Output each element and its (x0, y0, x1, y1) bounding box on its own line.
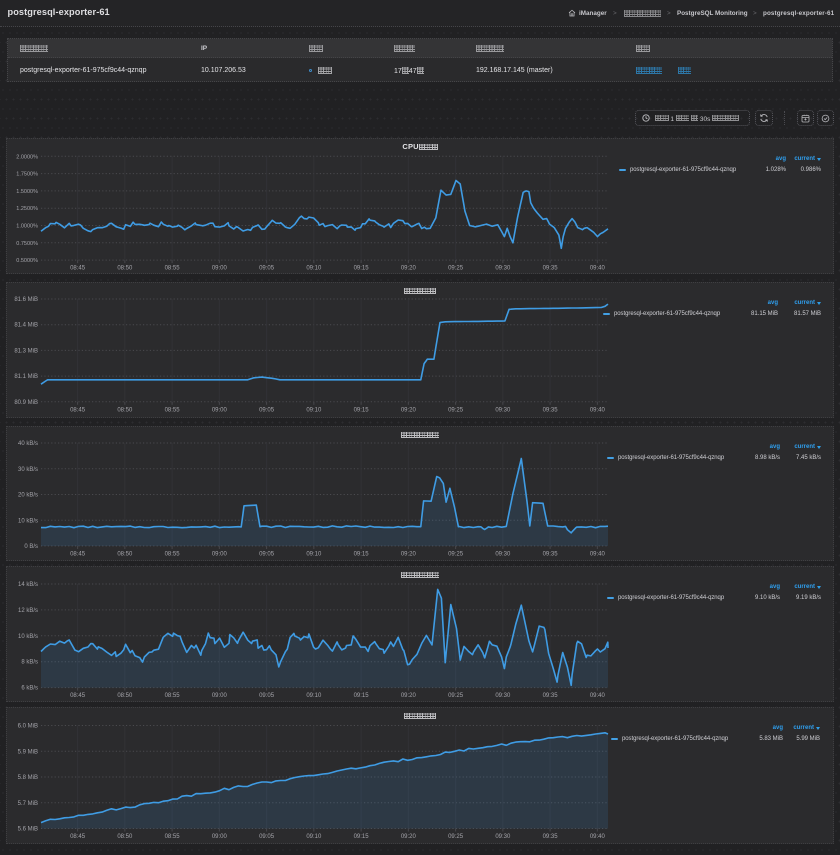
svg-text:08:45: 08:45 (70, 693, 86, 699)
svg-text:09:05: 09:05 (259, 266, 275, 272)
svg-text:09:15: 09:15 (354, 552, 370, 558)
svg-text:09:30: 09:30 (495, 407, 511, 413)
svg-text:6.0 MiB: 6.0 MiB (18, 724, 38, 730)
svg-text:09:30: 09:30 (495, 834, 511, 840)
svg-text:10 kB/s: 10 kB/s (18, 634, 38, 640)
svg-text:09:10: 09:10 (306, 834, 322, 840)
svg-text:09:05: 09:05 (259, 834, 275, 840)
svg-text:1.5000%: 1.5000% (16, 189, 38, 195)
svg-text:09:30: 09:30 (495, 552, 511, 558)
svg-text:09:20: 09:20 (401, 834, 417, 840)
svg-text:6 kB/s: 6 kB/s (21, 686, 38, 692)
svg-text:09:35: 09:35 (543, 407, 559, 413)
svg-text:08:55: 08:55 (165, 834, 181, 840)
svg-text:5.9 MiB: 5.9 MiB (18, 749, 38, 755)
svg-text:12 kB/s: 12 kB/s (18, 608, 38, 614)
svg-text:08:50: 08:50 (117, 552, 133, 558)
svg-text:0 B/s: 0 B/s (24, 544, 38, 550)
svg-text:80.9 MiB: 80.9 MiB (14, 400, 38, 406)
svg-text:09:10: 09:10 (306, 266, 322, 272)
svg-text:08:45: 08:45 (70, 266, 86, 272)
svg-text:10 kB/s: 10 kB/s (18, 518, 38, 524)
svg-text:08:55: 08:55 (165, 407, 181, 413)
svg-text:08:55: 08:55 (165, 266, 181, 272)
svg-text:09:10: 09:10 (306, 693, 322, 699)
svg-text:08:55: 08:55 (165, 693, 181, 699)
svg-text:09:35: 09:35 (543, 693, 559, 699)
svg-text:40 kB/s: 40 kB/s (18, 441, 38, 447)
svg-text:09:20: 09:20 (401, 407, 417, 413)
svg-text:09:15: 09:15 (354, 266, 370, 272)
svg-text:81.1 MiB: 81.1 MiB (14, 374, 38, 380)
svg-text:09:00: 09:00 (212, 552, 228, 558)
svg-text:08:45: 08:45 (70, 407, 86, 413)
svg-text:1.0000%: 1.0000% (16, 224, 38, 230)
svg-text:09:00: 09:00 (212, 834, 228, 840)
svg-text:5.6 MiB: 5.6 MiB (18, 827, 38, 833)
svg-text:5.7 MiB: 5.7 MiB (18, 801, 38, 807)
svg-text:09:25: 09:25 (448, 552, 464, 558)
svg-text:09:25: 09:25 (448, 834, 464, 840)
svg-text:09:30: 09:30 (495, 693, 511, 699)
svg-text:09:25: 09:25 (448, 693, 464, 699)
svg-text:08:50: 08:50 (117, 834, 133, 840)
svg-text:09:00: 09:00 (212, 407, 228, 413)
svg-text:09:15: 09:15 (354, 407, 370, 413)
svg-text:08:50: 08:50 (117, 407, 133, 413)
svg-text:09:00: 09:00 (212, 266, 228, 272)
svg-text:09:25: 09:25 (448, 266, 464, 272)
svg-text:1.2500%: 1.2500% (16, 206, 38, 212)
svg-text:09:30: 09:30 (495, 266, 511, 272)
svg-text:20 kB/s: 20 kB/s (18, 493, 38, 499)
svg-text:08:55: 08:55 (165, 552, 181, 558)
svg-text:0.5000%: 0.5000% (16, 258, 38, 264)
svg-text:09:40: 09:40 (590, 693, 606, 699)
svg-text:09:40: 09:40 (590, 834, 606, 840)
svg-text:2.0000%: 2.0000% (16, 154, 38, 160)
svg-text:09:35: 09:35 (543, 266, 559, 272)
svg-text:09:20: 09:20 (401, 552, 417, 558)
svg-text:30 kB/s: 30 kB/s (18, 467, 38, 473)
svg-text:1.7500%: 1.7500% (16, 172, 38, 178)
svg-text:09:05: 09:05 (259, 693, 275, 699)
svg-text:09:35: 09:35 (543, 552, 559, 558)
svg-text:08:50: 08:50 (117, 693, 133, 699)
svg-text:09:40: 09:40 (590, 552, 606, 558)
svg-text:09:10: 09:10 (306, 407, 322, 413)
svg-text:08:45: 08:45 (70, 552, 86, 558)
svg-text:09:40: 09:40 (590, 407, 606, 413)
svg-text:5.8 MiB: 5.8 MiB (18, 775, 38, 781)
svg-text:8 kB/s: 8 kB/s (21, 660, 38, 666)
svg-text:0.7500%: 0.7500% (16, 241, 38, 247)
svg-text:09:15: 09:15 (354, 693, 370, 699)
svg-text:14 kB/s: 14 kB/s (18, 582, 38, 588)
svg-text:81.6 MiB: 81.6 MiB (14, 297, 38, 303)
svg-text:09:15: 09:15 (354, 834, 370, 840)
svg-text:09:40: 09:40 (590, 266, 606, 272)
svg-text:09:00: 09:00 (212, 693, 228, 699)
svg-text:09:25: 09:25 (448, 407, 464, 413)
svg-text:08:45: 08:45 (70, 834, 86, 840)
svg-text:09:10: 09:10 (306, 552, 322, 558)
svg-text:09:20: 09:20 (401, 693, 417, 699)
svg-text:09:05: 09:05 (259, 552, 275, 558)
svg-text:81.4 MiB: 81.4 MiB (14, 323, 38, 329)
svg-text:09:35: 09:35 (543, 834, 559, 840)
svg-text:08:50: 08:50 (117, 266, 133, 272)
svg-text:09:20: 09:20 (401, 266, 417, 272)
svg-text:09:05: 09:05 (259, 407, 275, 413)
svg-text:81.3 MiB: 81.3 MiB (14, 348, 38, 354)
